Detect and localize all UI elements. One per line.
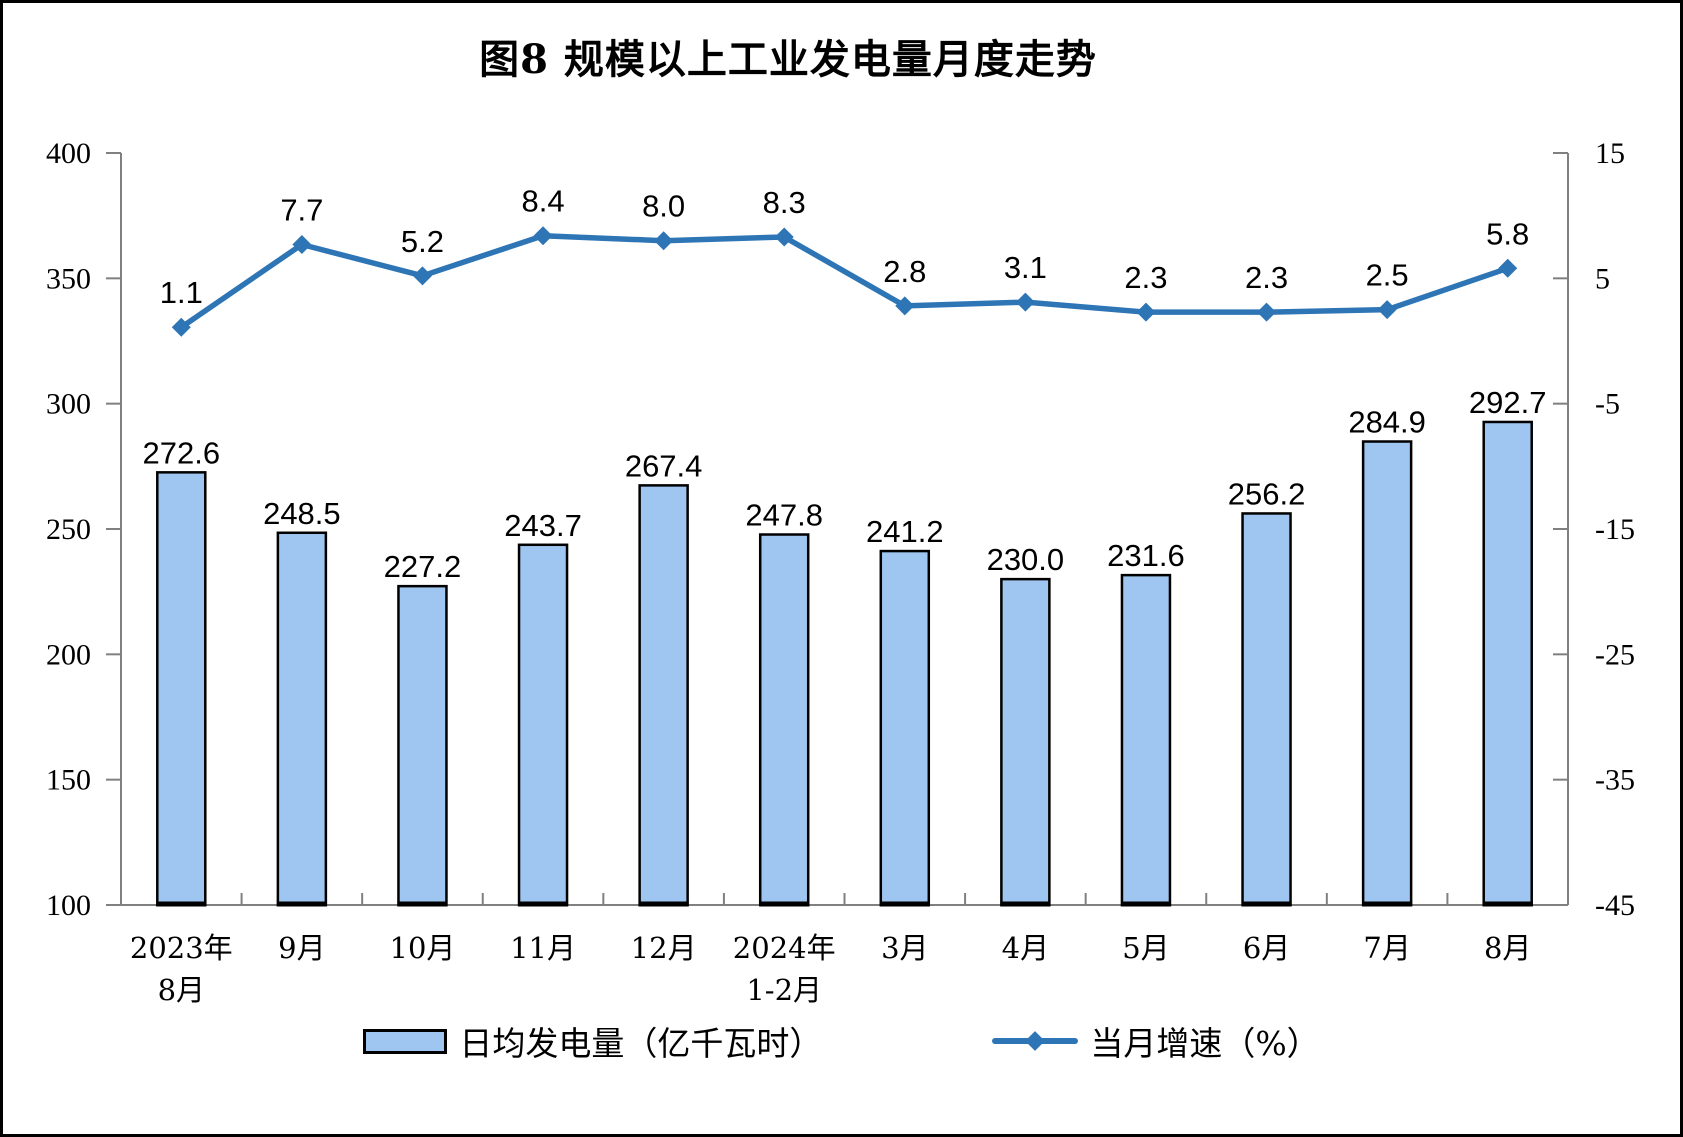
- x-axis-category-label: 5月: [1122, 931, 1169, 965]
- left-axis-tick-label: 200: [46, 638, 91, 671]
- left-axis-tick-label: 150: [46, 764, 91, 797]
- chart-title: 图8 规模以上工业发电量月度走势: [479, 36, 1097, 83]
- line-value-label: 7.7: [280, 192, 323, 227]
- right-axis-tick-label: -5: [1595, 388, 1620, 421]
- line-marker-diamond-icon: [1377, 300, 1397, 320]
- bar: [1120, 573, 1172, 907]
- bar: [1241, 512, 1292, 907]
- right-axis-tick-label: 5: [1595, 262, 1610, 295]
- combo-chart-canvas: 400 350 300 250 200 150 100 15 5 -5 -15 -25 -35 -45 20…: [46, 137, 1635, 1007]
- x-axis-category-label: 8月: [1484, 931, 1531, 965]
- line-value-label: 1.1: [160, 275, 203, 310]
- bar-value-label: 267.4: [625, 448, 703, 483]
- line-marker-diamond-icon: [292, 234, 312, 254]
- x-axis-category-label: 4月: [1002, 931, 1049, 965]
- x-axis-category-label: 12月: [631, 931, 697, 965]
- line-marker-diamond-icon: [1015, 292, 1035, 312]
- x-axis-category-label: 1-2月: [746, 973, 822, 1007]
- line-value-label: 2.3: [1124, 260, 1167, 295]
- x-axis-category-label: 2024年: [733, 931, 836, 965]
- bar-value-label: 284.9: [1348, 405, 1426, 440]
- line-value-label: 8.3: [763, 185, 806, 220]
- line-series-swatch-icon: [992, 1030, 1079, 1052]
- bar: [1000, 577, 1051, 907]
- bar: [397, 584, 448, 907]
- line-marker-diamond-icon: [895, 296, 915, 316]
- line-value-label: 5.8: [1486, 216, 1529, 251]
- left-axis-tick-label: 350: [46, 262, 91, 295]
- bar: [156, 471, 207, 907]
- line-series-label: 当月增速（%）: [1090, 1024, 1320, 1063]
- left-axis-tick-label: 250: [46, 513, 91, 546]
- legend-item-line-series: 当月增速（%）: [992, 1017, 1320, 1065]
- x-axis-category-label: 2023年: [130, 931, 233, 965]
- line-value-label: 2.3: [1245, 260, 1288, 295]
- line-marker-diamond-icon: [774, 227, 794, 247]
- x-axis-category-label: 8月: [158, 973, 205, 1007]
- line-value-label: 2.5: [1366, 258, 1409, 293]
- bar-value-label: 227.2: [384, 549, 462, 584]
- bar-series-label: 日均发电量（亿千瓦时）: [459, 1024, 823, 1063]
- line-marker-diamond-icon: [1498, 258, 1518, 278]
- line-value-label: 8.0: [642, 189, 685, 224]
- right-axis-tick-label: -45: [1595, 889, 1635, 922]
- line-value-label: 8.4: [521, 184, 564, 219]
- x-axis-category-label: 7月: [1363, 931, 1410, 965]
- x-axis-category-label: 6月: [1243, 931, 1290, 965]
- line-marker-diamond-icon: [1136, 302, 1156, 322]
- line-value-label: 3.1: [1004, 250, 1047, 285]
- left-axis-tick-label: 100: [46, 889, 91, 922]
- bar: [638, 484, 689, 907]
- left-axis-tick-label: 300: [46, 388, 91, 421]
- legend: 日均发电量（亿千瓦时） 当月增速（%）: [3, 1017, 1680, 1065]
- bar-value-label: 292.7: [1469, 385, 1547, 420]
- bar-value-label: 256.2: [1228, 476, 1306, 511]
- growth-line: [178, 232, 1511, 330]
- bar: [879, 549, 931, 907]
- x-axis-category-label: 3月: [881, 931, 928, 965]
- bar-value-label: 231.6: [1107, 538, 1185, 573]
- bar: [517, 543, 569, 907]
- line-value-label: 2.8: [883, 254, 926, 289]
- bar-series-swatch-icon: [363, 1028, 448, 1054]
- bar-value-label: 272.6: [143, 435, 221, 470]
- bar: [1361, 440, 1413, 907]
- line-marker-diamond-icon: [1257, 302, 1277, 322]
- left-axis-tick-label: 400: [46, 137, 91, 170]
- bar-value-label: 248.5: [263, 496, 341, 531]
- x-axis-category-label: 10月: [390, 931, 456, 965]
- bar: [1482, 420, 1533, 907]
- right-axis-tick-label: 15: [1595, 137, 1625, 170]
- bar: [758, 533, 810, 907]
- line-value-label: 5.2: [401, 224, 444, 259]
- line-marker-diamond-icon: [171, 317, 191, 337]
- line-marker-diamond-icon: [654, 231, 674, 251]
- legend-item-bar-series: 日均发电量（亿千瓦时）: [363, 1017, 822, 1065]
- bar-value-label: 230.0: [987, 542, 1065, 577]
- line-marker-diamond-icon: [412, 266, 432, 286]
- x-axis-category-label: 11月: [510, 931, 576, 965]
- bar: [276, 531, 328, 907]
- right-axis-tick-label: -35: [1595, 764, 1635, 797]
- x-axis-category-label: 9月: [278, 931, 325, 965]
- right-axis-tick-label: -15: [1595, 513, 1635, 546]
- line-marker-diamond-icon: [533, 226, 553, 246]
- bar-value-label: 241.2: [866, 514, 944, 549]
- bar-value-label: 243.7: [504, 508, 582, 543]
- bar-value-label: 247.8: [745, 498, 823, 533]
- right-axis-tick-label: -25: [1595, 638, 1635, 671]
